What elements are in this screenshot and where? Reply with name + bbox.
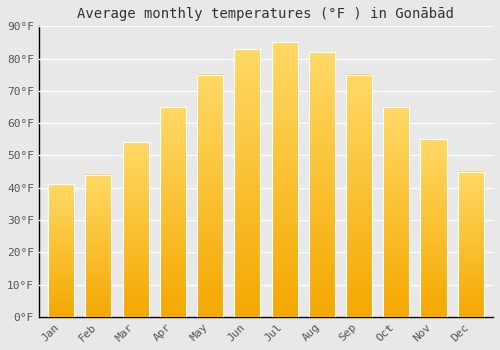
Bar (458, 172, 483, 317)
Bar (308, 52, 335, 317)
Bar (160, 107, 186, 317)
Bar (272, 42, 297, 317)
Bar (86, 175, 112, 317)
Bar (48, 184, 74, 317)
Bar (346, 75, 372, 317)
Bar (458, 172, 483, 317)
Bar (420, 139, 446, 317)
Bar (383, 107, 409, 317)
Bar (420, 139, 446, 317)
Bar (234, 49, 260, 317)
Bar (234, 49, 260, 317)
Bar (197, 75, 223, 317)
Bar (308, 52, 335, 317)
Bar (197, 75, 223, 317)
Bar (86, 175, 112, 317)
Bar (122, 142, 148, 317)
Bar (48, 184, 74, 317)
Title: Average monthly temperatures (°F ) in Gonābād: Average monthly temperatures (°F ) in Go… (78, 7, 454, 21)
Bar (346, 75, 372, 317)
Bar (272, 42, 297, 317)
Bar (383, 107, 409, 317)
Bar (122, 142, 148, 317)
Bar (160, 107, 186, 317)
